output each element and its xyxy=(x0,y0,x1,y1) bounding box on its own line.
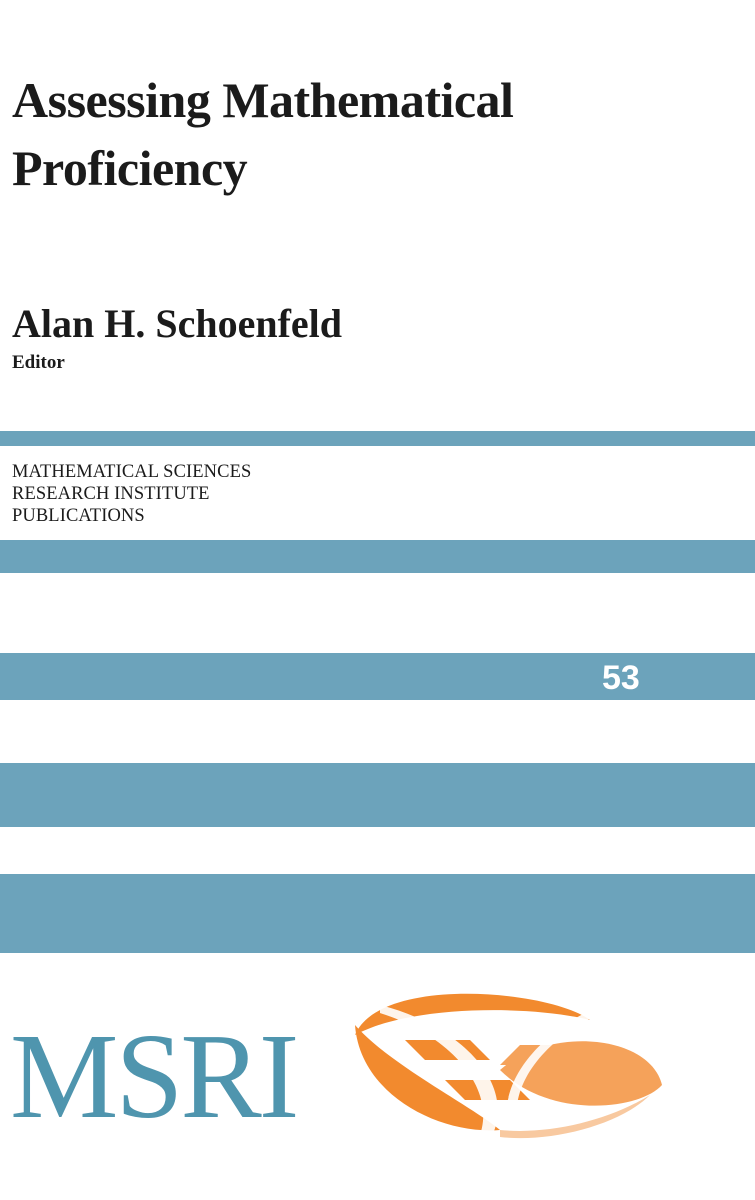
series-line-3: PUBLICATIONS xyxy=(12,506,145,526)
band-volume xyxy=(0,653,755,700)
band-2 xyxy=(0,540,755,573)
logo-arc-top xyxy=(355,993,590,1035)
band-top-thin xyxy=(0,431,755,446)
logo-tail xyxy=(500,1095,650,1139)
series-line-2: RESEARCH INSTITUTE xyxy=(12,484,210,504)
msri-swirl-logo-icon xyxy=(355,993,662,1140)
book-title-line-1: Assessing Mathematical xyxy=(12,72,514,128)
series-name: MATHEMATICAL SCIENCES RESEARCH INSTITUTE… xyxy=(12,461,251,527)
book-title-line-2: Proficiency xyxy=(12,140,248,196)
band-5 xyxy=(0,874,755,953)
logo-cross-stroke-1 xyxy=(380,1005,498,1140)
series-line-1: MATHEMATICAL SCIENCES xyxy=(12,462,252,482)
book-title: Assessing Mathematical Proficiency xyxy=(12,66,514,202)
author-role: Editor xyxy=(12,352,65,373)
volume-number: 53 xyxy=(602,659,640,697)
msri-logo-text: MSRI xyxy=(10,1009,299,1144)
band-4 xyxy=(0,763,755,827)
author-name: Alan H. Schoenfeld xyxy=(12,301,343,346)
logo-cross-stroke-2 xyxy=(506,993,640,1135)
